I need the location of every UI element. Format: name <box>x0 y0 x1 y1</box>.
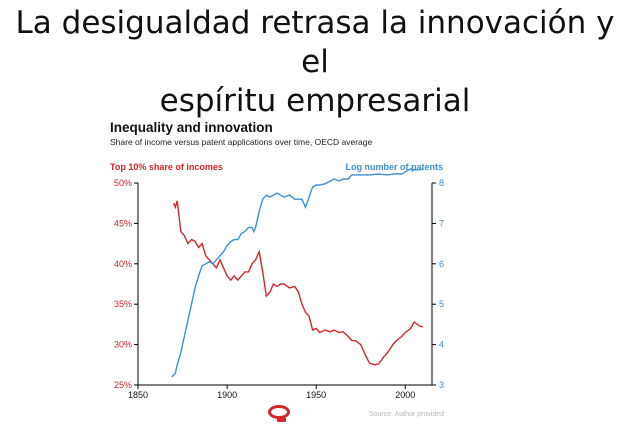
chart-title: Inequality and innovation <box>110 120 273 135</box>
slide-title-line1: La desigualdad retrasa la innovación y e… <box>15 5 615 80</box>
left-tick-label: 50% <box>114 178 132 188</box>
series-line-top10-income <box>172 200 424 366</box>
left-tick-label: 25% <box>114 380 132 390</box>
series-line-patents <box>171 168 424 378</box>
right-tick-label: 5 <box>439 299 444 309</box>
right-tick-label: 8 <box>439 178 444 188</box>
right-tick-label: 3 <box>439 380 444 390</box>
x-tick-label: 1900 <box>217 390 237 400</box>
source-note: Source: Author provided <box>369 411 444 418</box>
right-tick-label: 4 <box>439 340 444 350</box>
left-tick-label: 35% <box>114 299 132 309</box>
left-axis-label: Top 10% share of incomes <box>110 162 223 172</box>
publisher-logo-icon <box>268 405 290 422</box>
chart-subtitle: Share of income versus patent applicatio… <box>110 137 372 147</box>
slide-title: La desigualdad retrasa la innovación y e… <box>0 4 630 121</box>
left-tick-label: 40% <box>114 259 132 269</box>
slide-title-line2: espíritu empresarial <box>159 83 471 119</box>
left-tick-label: 30% <box>114 340 132 350</box>
x-tick-label: 1850 <box>128 390 148 400</box>
x-tick-label: 2000 <box>395 390 415 400</box>
left-axis-ticks: 50% 45% 40% 35% 30% 25% <box>114 178 138 390</box>
left-tick-label: 45% <box>114 218 132 228</box>
right-axis-label: Log number of patents <box>346 162 444 172</box>
right-tick-label: 6 <box>439 259 444 269</box>
right-axis-ticks: 8 7 6 5 4 3 <box>432 178 444 390</box>
x-axis-ticks: 1850 1900 1950 2000 <box>128 385 415 400</box>
x-tick-label: 1950 <box>306 390 326 400</box>
right-tick-label: 7 <box>439 218 444 228</box>
